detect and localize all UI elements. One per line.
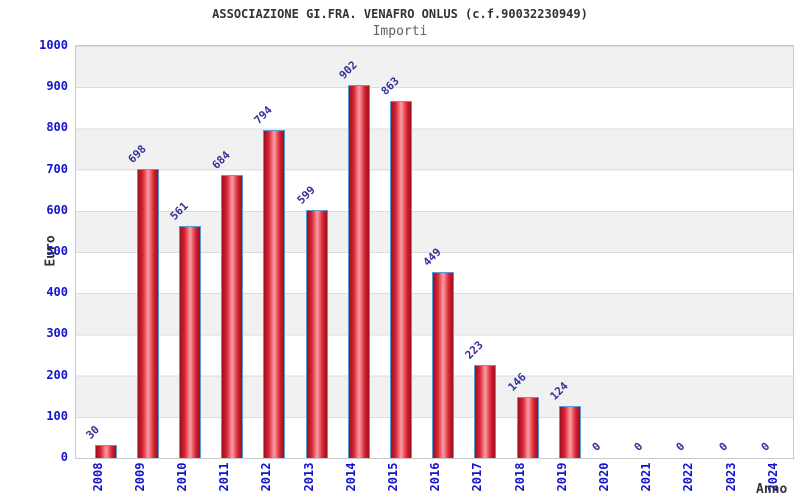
bar-value-label: 684 bbox=[209, 148, 233, 172]
bar-2017 bbox=[474, 365, 497, 458]
bar-value-label: 902 bbox=[336, 58, 360, 82]
bar-value-label: 146 bbox=[505, 370, 529, 394]
bar-2014 bbox=[347, 85, 370, 458]
x-tick-label: 2010 bbox=[174, 462, 189, 492]
bar-2016 bbox=[432, 272, 455, 458]
bar-value-label: 223 bbox=[462, 338, 487, 362]
y-tick-label: 800 bbox=[46, 120, 68, 135]
bar-2019 bbox=[558, 406, 581, 458]
x-tick-label: 2014 bbox=[343, 462, 358, 492]
x-tick-label: 2021 bbox=[639, 462, 654, 492]
chart-subtitle: Importi bbox=[372, 24, 428, 39]
bar-value-label: 599 bbox=[294, 183, 318, 207]
bar-2012 bbox=[263, 130, 286, 458]
chart-title: ASSOCIAZIONE GI.FRA. VENAFRO ONLUS (c.f.… bbox=[212, 7, 588, 21]
y-tick-label: 900 bbox=[46, 79, 68, 94]
x-tick-label: 2015 bbox=[385, 462, 400, 492]
x-tick-label: 2023 bbox=[723, 462, 738, 492]
bar-2015 bbox=[389, 101, 412, 458]
x-tick-label: 2013 bbox=[301, 462, 316, 492]
bar-value-label: 863 bbox=[378, 74, 402, 98]
bar-2013 bbox=[305, 210, 328, 458]
x-tick-label: 2022 bbox=[681, 462, 696, 492]
plot-area: 30 698 561 684 794 599 902 863 449 223 146 124 0 0 0 0 0 bbox=[75, 45, 794, 459]
bar-value-label: 0 bbox=[716, 439, 730, 454]
y-tick-label: 300 bbox=[46, 326, 68, 341]
bar-value-label: 0 bbox=[589, 439, 604, 454]
bar-value-label: 794 bbox=[251, 103, 276, 127]
bar-2011 bbox=[221, 175, 244, 458]
bar-value-label: 561 bbox=[167, 199, 191, 223]
y-tick-label: 400 bbox=[46, 285, 68, 300]
x-tick-label: 2009 bbox=[132, 462, 147, 492]
y-tick-label: 0 bbox=[60, 450, 68, 464]
x-tick-label: 2019 bbox=[554, 462, 569, 492]
x-tick-label: 2017 bbox=[470, 462, 485, 492]
bar-2008 bbox=[94, 445, 117, 458]
x-tick-label: 2008 bbox=[90, 462, 105, 492]
y-tick-label: 500 bbox=[46, 244, 68, 258]
bar-value-label: 449 bbox=[420, 245, 444, 269]
y-tick-label: 100 bbox=[46, 408, 68, 423]
bar-value-label: 0 bbox=[673, 439, 688, 454]
bar-value-label: 30 bbox=[83, 423, 102, 442]
bar-2009 bbox=[136, 169, 159, 458]
bar-value-label: 124 bbox=[547, 379, 571, 403]
bar-value-label: 0 bbox=[758, 439, 773, 454]
x-tick-label: 2012 bbox=[259, 462, 274, 492]
bar-value-label: 0 bbox=[631, 439, 646, 454]
x-tick-label: 2011 bbox=[217, 462, 232, 492]
bar-2010 bbox=[178, 226, 201, 458]
y-tick-label: 1000 bbox=[39, 38, 68, 52]
bar-value-label: 698 bbox=[125, 142, 149, 166]
x-tick-label: 2016 bbox=[428, 462, 443, 492]
y-tick-label: 200 bbox=[46, 367, 68, 382]
x-tick-label: 2020 bbox=[596, 462, 611, 492]
y-axis-label: Euro bbox=[43, 235, 59, 267]
y-tick-label: 600 bbox=[46, 202, 68, 217]
y-tick-label: 700 bbox=[46, 161, 68, 176]
x-tick-label: 2018 bbox=[512, 462, 527, 492]
bar-2018 bbox=[516, 397, 539, 458]
x-axis-label: Anno bbox=[756, 482, 788, 497]
